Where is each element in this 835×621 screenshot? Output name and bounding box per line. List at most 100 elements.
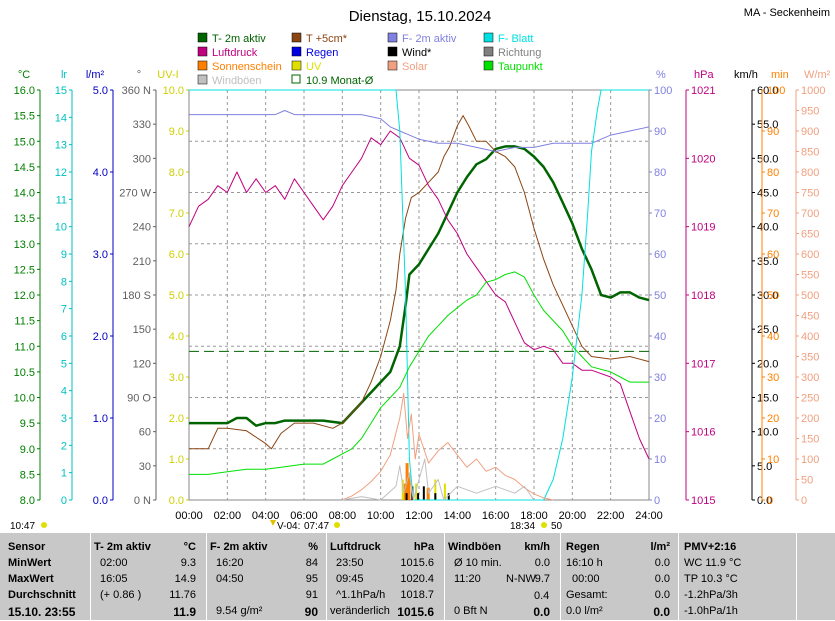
axis-tick-label: 150	[133, 324, 151, 336]
rain-total-label: Gesamt:	[566, 589, 608, 601]
axis-tick-label: 10.0	[757, 427, 778, 439]
weather-chart: Dienstag, 15.10.2024 MA - Seckenheim T- …	[10, 7, 831, 532]
legend-swatch	[483, 32, 494, 43]
press-min-time: 23:50	[336, 557, 364, 569]
sensor-header: Sensor	[8, 541, 46, 553]
sunrise-icon	[334, 522, 340, 528]
legend-label: Solar	[402, 61, 428, 73]
summary-divider	[326, 533, 327, 620]
legend-swatch	[291, 74, 301, 84]
legend-label: Richtung	[498, 47, 541, 59]
axis-tick-label: 13	[55, 140, 67, 152]
summary-divider	[444, 533, 445, 620]
series-line	[189, 89, 649, 501]
summary-divider	[560, 533, 561, 620]
axis-tick-label: 14.5	[14, 162, 35, 174]
x-tick-label: 02:00	[214, 510, 242, 522]
axis-unit-dir: °	[137, 69, 141, 81]
axis-tick-label: 15	[55, 85, 67, 97]
legend-label: T- 2m aktiv	[212, 33, 266, 45]
axis-tick-label: 500	[801, 290, 819, 302]
x-tick-label: 08:00	[329, 510, 357, 522]
uv-bar	[415, 483, 418, 500]
axis-tick-label: 2	[61, 440, 67, 452]
sunset-icon	[541, 522, 547, 528]
rain-total-value: 0.0	[654, 589, 670, 601]
sunshine-bar	[426, 487, 430, 500]
sunshine-bar	[407, 475, 411, 500]
axis-tick-label: 10.5	[14, 367, 35, 379]
axis-tick-label: 14.0	[14, 188, 35, 200]
temp-header: T- 2m aktiv	[94, 541, 151, 553]
axis-tick-label: 30	[767, 372, 779, 384]
axis-tick-label: 350	[801, 352, 819, 364]
hum-current-value: 90	[304, 605, 318, 619]
axis-tick-label: 14	[55, 112, 67, 124]
axis-tick-label: 1.0	[93, 413, 108, 425]
axis-tick-label: 1000	[801, 85, 825, 97]
axis-tick-label: 1015	[691, 495, 715, 507]
press-current-value: 1015.6	[397, 605, 434, 619]
wind-current-value: 0.0	[533, 605, 550, 619]
legend-swatch	[197, 60, 208, 71]
axis-tick-label: 650	[801, 229, 819, 241]
plot-area	[188, 89, 650, 501]
left-time-label: 10:47	[10, 521, 35, 532]
axis-tick-label: 8.0	[20, 495, 35, 507]
axis-tick-label: 1.0	[169, 454, 184, 466]
x-tick-label: 24:00	[635, 510, 663, 522]
avg-label: Durchschnitt	[8, 589, 76, 601]
axis-tick-label: 450	[801, 311, 819, 323]
axis-tick-label: 80	[767, 167, 779, 179]
summary-rain-col: Regen l/m² 16:10 h 0.0 00:00 0.0 Gesamt: 0.0…	[566, 535, 674, 620]
axis-tick-label: 60	[767, 249, 779, 261]
axis-tick-label: 0.0	[93, 495, 108, 507]
axis-tick-label: 16.0	[14, 85, 35, 97]
rain-time: 00:00	[572, 573, 600, 585]
axis-tick-label: 40	[654, 331, 666, 343]
axis-tick-label: 11.0	[14, 341, 35, 353]
legend-swatch	[387, 60, 398, 71]
wind-bar	[405, 493, 408, 500]
temp-avg-value: 11.76	[169, 589, 196, 601]
legend-label: F- 2m aktiv	[402, 33, 457, 45]
axis-tick-label: 900	[801, 126, 819, 138]
axis-tick-label: 15.5	[14, 111, 35, 123]
axis-tick-label: 5	[61, 358, 67, 370]
axis-tick-label: 0	[654, 495, 660, 507]
sun-icon	[41, 522, 47, 528]
axis-tick-label: 8.5	[20, 469, 35, 481]
rain-day-value: 0.0 l/m²	[566, 605, 603, 617]
axis-tick-label: 330	[133, 119, 151, 131]
x-axis: 00:00 02:00 04:00 06:00 08:00 10:00 12:00 14:00…	[175, 510, 663, 522]
axis-tick-label: 700	[801, 208, 819, 220]
legend-swatch	[291, 46, 302, 57]
legend-label: Luftdruck	[212, 47, 258, 59]
axis-unit-wind: km/h	[734, 69, 758, 81]
wind-bar	[422, 486, 425, 500]
axis-tick-label: 240	[133, 222, 151, 234]
axis-tick-label: 400	[801, 331, 819, 343]
axis-tick-label: 10.0	[163, 85, 184, 97]
temp-unit: °C	[183, 541, 196, 553]
hum-max-time: 04:50	[216, 573, 244, 585]
wind-bar	[417, 493, 420, 500]
hum-min-value: 84	[305, 557, 318, 569]
min-label: MinWert	[8, 557, 52, 569]
legend-swatch	[483, 46, 494, 57]
summary-divider	[206, 533, 207, 620]
axis-tick-label: 150	[801, 434, 819, 446]
axes: °C8.08.59.09.510.010.511.011.512.012.513…	[14, 69, 831, 507]
sun-markers: 10:47 V-04: 07:47 18:34 50	[10, 520, 563, 532]
wind-header: Windböen	[448, 541, 502, 553]
axis-tick-label: 8.0	[169, 167, 184, 179]
press-header: Luftdruck	[330, 541, 381, 553]
axis-tick-label: 3.0	[93, 249, 108, 261]
axis-tick-label: 550	[801, 270, 819, 282]
axis-tick-label: 1020	[691, 153, 715, 165]
temp-min-time: 02:00	[100, 557, 128, 569]
legend-label: Windböen	[212, 75, 262, 87]
axis-tick-label: 270 W	[119, 188, 151, 200]
axis-tick-label: 10	[654, 454, 666, 466]
press-trend: ^1.1hPa/h	[336, 589, 386, 601]
